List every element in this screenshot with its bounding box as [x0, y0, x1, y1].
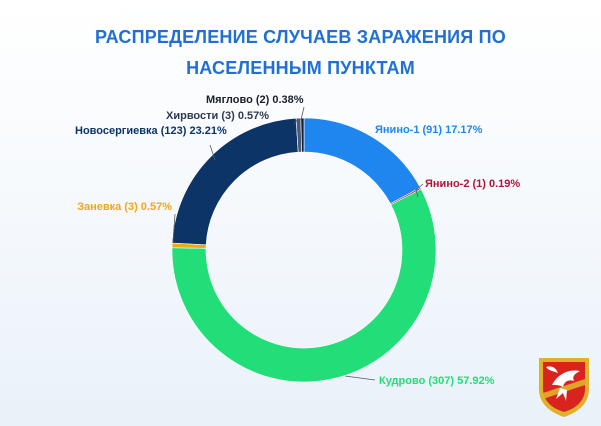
slice-label-5: Новосергиевка (123) 23.21%: [75, 125, 227, 137]
chart-title: РАСПРЕДЕЛЕНИЕ СЛУЧАЕВ ЗАРАЖЕНИЯ ПО НАСЕЛ…: [0, 22, 601, 84]
slice-7: [300, 117, 305, 153]
slice-label-3: Кудрово (307) 57.92%: [379, 375, 495, 387]
chart-title-line-1: РАСПРЕДЕЛЕНИЕ СЛУЧАЕВ ЗАРАЖЕНИЯ ПО: [95, 27, 506, 47]
slice-label-4: Заневка (3) 0.57%: [77, 201, 172, 213]
slice-3: [171, 188, 437, 383]
chart-title-line-2: НАСЕЛЕННЫМ ПУНКТАМ: [186, 58, 415, 78]
leader-line-6: [293, 119, 298, 125]
slice-label-2: Янино-2 (1) 0.19%: [425, 178, 520, 190]
slice-label-1: Янино-1 (91) 17.17%: [375, 124, 483, 136]
leader-line-5: [209, 144, 216, 161]
slice-label-6: Хирвости (3) 0.57%: [166, 110, 269, 122]
slice-5: [171, 117, 299, 246]
coat-of-arms-icon: [539, 358, 589, 417]
leader-line-3: [344, 375, 376, 381]
leader-line-7: [300, 106, 305, 121]
leader-line-2: [415, 183, 424, 198]
slice-label-7: Мяглово (2) 0.38%: [206, 94, 304, 106]
leader-line-4: [172, 213, 176, 243]
